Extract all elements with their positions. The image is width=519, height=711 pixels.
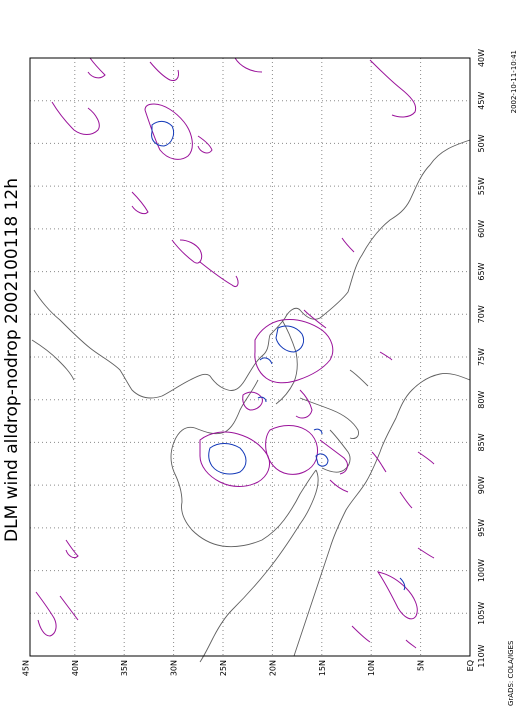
contours-inner [151,120,406,591]
coastline-central-america [199,469,319,663]
lon-tick-label: 85W [477,433,486,451]
lon-tick-label: 80W [477,391,486,409]
lon-tick-label: 55W [477,177,486,195]
wind-difference-contours [35,57,435,649]
map-title: DLM wind alldrop-nodrop 2002100118 12h [2,178,22,542]
lon-tick-label: 40W [477,49,486,67]
credit-label: GrADS: COLA/IGES [507,640,515,706]
lat-tick-label: 35N [120,660,129,676]
latitude-labels: EQ 5N 10N 15N 20N 25N 30N 35N 40N 45N [21,660,475,676]
lat-tick-label: 20N [268,660,277,676]
timestamp-label: 2002-10-11-10:41 [510,50,518,113]
map-frame [29,57,471,657]
lat-tick-label: 25N [219,660,228,676]
coastline-cuba [299,397,359,439]
lon-tick-label: 50W [477,134,486,152]
lat-tick-label: EQ [466,660,475,671]
lon-tick-label: 75W [477,348,486,366]
lon-tick-label: 105W [477,602,486,625]
lon-tick-label: 65W [477,262,486,280]
lon-tick-label: 45W [477,92,486,110]
lon-tick-label: 70W [477,305,486,323]
map-panel [29,57,471,663]
coastline-florida [275,319,298,405]
lat-lon-grid [30,58,470,656]
coastline-north-america [33,139,471,399]
lat-tick-label: 40N [71,660,80,676]
lat-tick-label: 45N [21,660,30,676]
lat-tick-label: 10N [367,660,376,676]
longitude-labels: 110W 105W 100W 95W 90W 85W 80W 75W 70W 65W 60W 55W 5… [477,49,486,668]
coastline-baja [31,339,75,381]
lat-tick-label: 15N [318,660,327,676]
lon-tick-label: 95W [477,519,486,537]
coastline-south-america [293,373,471,657]
lon-tick-label: 100W [477,559,486,582]
lon-tick-label: 60W [477,220,486,238]
contours-outer [35,57,435,649]
lat-tick-label: 5N [417,660,426,671]
lat-tick-label: 30N [170,660,179,676]
lon-tick-label: 90W [477,476,486,494]
coastline-hispaniola [349,369,369,387]
lon-tick-label: 110W [477,644,486,667]
coastline-yucatan [321,429,351,473]
